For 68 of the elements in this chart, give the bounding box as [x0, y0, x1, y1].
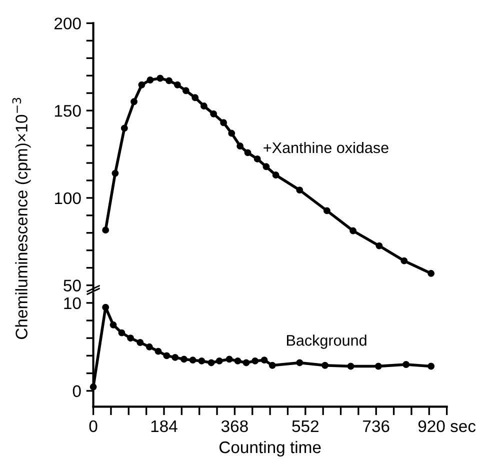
point: [127, 334, 134, 342]
point: [189, 356, 196, 364]
x-axis-title: Counting time: [219, 440, 321, 457]
point: [200, 102, 208, 110]
point: [138, 81, 146, 88]
y-tick-label: 200: [54, 18, 81, 30]
point: [156, 74, 164, 82]
point: [400, 257, 408, 264]
point: [166, 77, 172, 84]
point: [244, 149, 252, 156]
point: [172, 354, 179, 361]
point: [136, 339, 144, 346]
x-tick-label: 0: [89, 420, 98, 432]
point: [402, 361, 410, 368]
point: [163, 352, 170, 360]
point: [252, 357, 259, 364]
y-tick-label: 100: [54, 192, 81, 204]
x-tick-label: 552: [292, 420, 318, 432]
point: [112, 170, 119, 177]
point: [192, 94, 199, 102]
point: [208, 359, 215, 366]
point: [374, 362, 382, 370]
x-tick-label: 920 sec: [418, 420, 476, 432]
point: [347, 362, 354, 370]
point: [102, 226, 110, 234]
point: [254, 155, 261, 162]
y-tick-label: 0: [72, 385, 81, 398]
y-tick-label: 150: [54, 104, 81, 117]
point: [110, 321, 117, 328]
point: [216, 357, 223, 364]
x-tick-label: 736: [363, 420, 390, 432]
point: [120, 124, 128, 132]
point: [228, 130, 236, 137]
y-tick-label: 10: [64, 297, 81, 310]
point: [236, 142, 244, 150]
point: [226, 356, 233, 363]
point: [102, 304, 110, 311]
point: [174, 81, 181, 88]
y-tick-label: 50: [64, 280, 81, 292]
point: [296, 359, 304, 366]
point: [322, 362, 328, 369]
point: [272, 172, 280, 179]
point: [376, 242, 383, 250]
point: [428, 270, 435, 277]
point: [234, 357, 242, 364]
point: [323, 207, 330, 214]
series-label: +Xanthine oxidase: [264, 142, 388, 154]
point: [268, 362, 276, 369]
point: [428, 362, 435, 370]
point: [210, 110, 218, 118]
point: [262, 163, 270, 170]
point: [154, 348, 162, 355]
point: [350, 227, 357, 234]
point: [182, 87, 190, 94]
point: [198, 357, 206, 364]
x-tick-label: 184: [151, 420, 178, 432]
x-tick-label: 368: [221, 420, 248, 432]
series-label: Background: [287, 334, 366, 349]
point: [130, 98, 138, 106]
point: [220, 119, 228, 126]
point: [260, 356, 268, 364]
point: [146, 76, 154, 84]
point: [296, 186, 304, 194]
point: [180, 356, 188, 363]
point: [146, 343, 153, 350]
point: [242, 359, 250, 366]
point: [118, 329, 126, 336]
y-axis-title: Chemiluminescence (cpm)×10$^{−3}$: [12, 98, 31, 339]
